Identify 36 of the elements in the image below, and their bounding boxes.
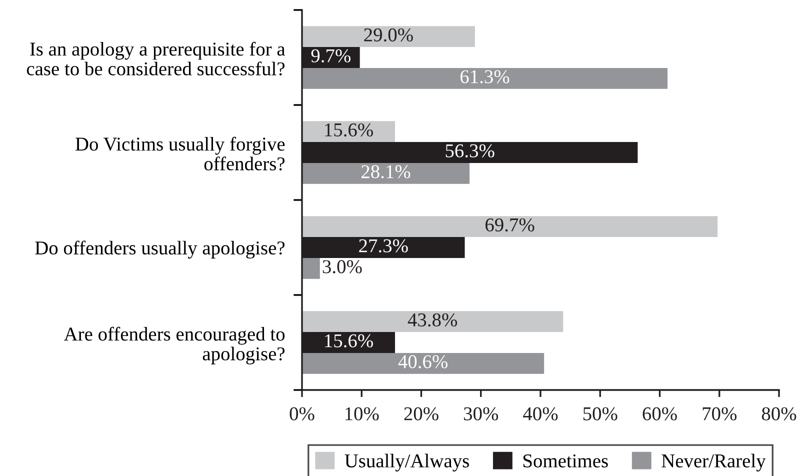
- bar: [302, 121, 396, 142]
- bar: [302, 352, 544, 374]
- data-label: 56.3%: [446, 144, 494, 158]
- y-tick-label: Are offenders encouraged to apologise?: [64, 326, 285, 364]
- legend-label: Never/Rarely: [662, 454, 766, 472]
- x-tick-label: 50%: [583, 407, 618, 420]
- bar: [302, 216, 718, 238]
- x-tick-label: 40%: [523, 407, 558, 420]
- data-label: 15.6%: [325, 334, 373, 348]
- y-tick-label: Do Victims usually forgive offenders?: [76, 136, 285, 170]
- bar: [302, 311, 564, 332]
- data-label: 28.1%: [362, 165, 410, 178]
- bar: [302, 68, 668, 89]
- y-tick-label: Do offenders usually apologise?: [35, 240, 285, 259]
- legend-label: Usually/Always: [344, 454, 469, 472]
- data-label: 29.0%: [364, 28, 413, 42]
- x-tick-label: 0%: [290, 407, 314, 420]
- x-tick-label: 70%: [702, 407, 737, 420]
- x-tick-label: 20%: [404, 407, 438, 420]
- bar: [302, 162, 470, 184]
- legend-label: Sometimes: [523, 454, 608, 468]
- data-label: 27.3%: [359, 239, 408, 252]
- bar: [302, 258, 320, 279]
- data-label: 43.8%: [408, 313, 458, 327]
- data-label: 61.3%: [460, 70, 510, 84]
- bar: [302, 26, 475, 48]
- x-tick-label: 80%: [762, 407, 796, 420]
- y-tick-label: Is an apology a prerequisite for a case to be considered successful?: [26, 42, 286, 76]
- x-tick-label: 60%: [642, 407, 677, 420]
- data-label: 15.6%: [325, 123, 373, 137]
- data-label: 40.6%: [398, 355, 448, 368]
- data-label: 3.0%: [322, 260, 362, 274]
- x-tick-label: 30%: [464, 407, 498, 420]
- data-label: 9.7%: [311, 49, 351, 62]
- x-tick-label: 10%: [346, 407, 379, 420]
- data-label: 69.7%: [486, 218, 534, 232]
